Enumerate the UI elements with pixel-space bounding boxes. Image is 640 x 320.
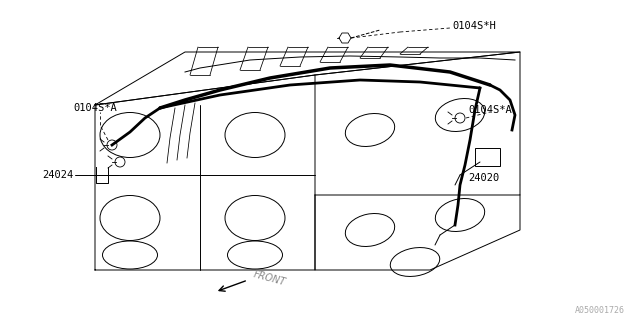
Text: 24020: 24020 xyxy=(468,173,499,183)
Text: 24024: 24024 xyxy=(42,170,73,180)
Text: FRONT: FRONT xyxy=(252,269,287,287)
Text: 0104S*A: 0104S*A xyxy=(73,103,116,113)
Text: 0104S*A: 0104S*A xyxy=(468,105,512,115)
Bar xyxy=(475,148,500,166)
Text: 0104S*H: 0104S*H xyxy=(452,21,496,31)
Text: A050001726: A050001726 xyxy=(575,306,625,315)
